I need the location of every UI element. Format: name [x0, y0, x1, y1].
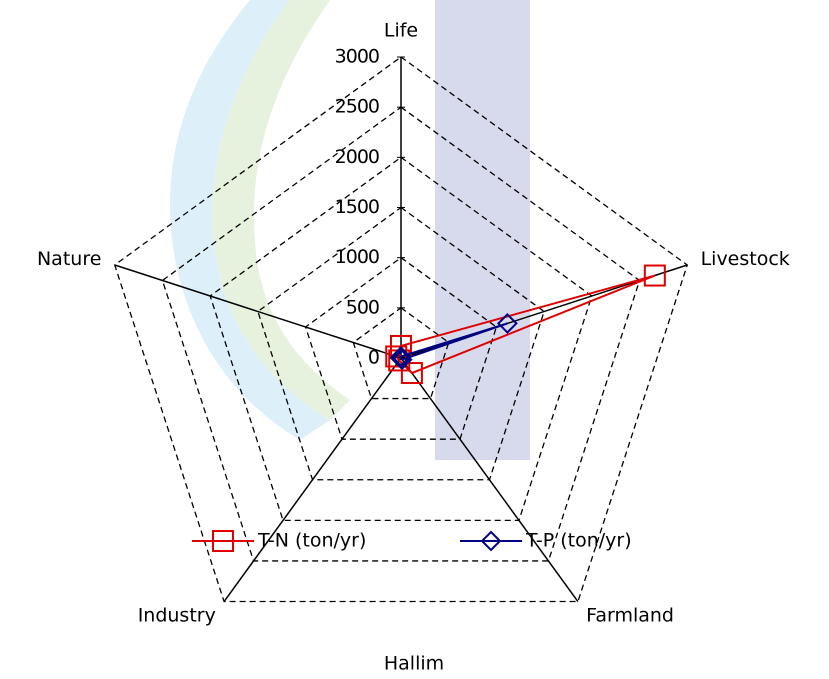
axis-line — [400, 357, 579, 602]
y-tick-label: 500 — [346, 296, 379, 318]
category-label: Nature — [37, 248, 101, 270]
y-tick-label: 3000 — [335, 46, 379, 68]
category-label: Industry — [138, 605, 216, 627]
grid-line — [209, 156, 593, 521]
grid-line — [257, 206, 545, 481]
watermark — [170, 0, 530, 460]
grid-line — [113, 56, 689, 603]
grid-line — [161, 106, 641, 562]
data-point — [385, 345, 408, 368]
data-point — [389, 347, 411, 369]
axis-line — [114, 264, 402, 359]
data-point — [480, 530, 502, 552]
y-tick-label: 2000 — [335, 146, 379, 168]
grid-line — [352, 307, 450, 400]
series-line — [398, 322, 508, 361]
grid-line — [304, 256, 498, 440]
data-point — [400, 362, 423, 385]
data-point — [496, 313, 518, 334]
data-point — [643, 264, 666, 287]
legend-label: T-N (ton/yr) — [257, 530, 366, 552]
category-label: Farmland — [586, 605, 674, 627]
axis-line — [223, 357, 402, 602]
y-tick-label: 2500 — [335, 96, 379, 118]
y-tick-label: 1000 — [335, 246, 379, 268]
y-tick-label: 0 — [368, 347, 379, 369]
data-point — [212, 530, 234, 552]
y-tick-label: 1500 — [335, 196, 379, 218]
category-label: Life — [384, 20, 418, 42]
chart-title: Hallim — [384, 653, 444, 675]
category-label: Livestock — [701, 248, 790, 270]
legend-label: T-P (ton/yr) — [525, 530, 632, 552]
